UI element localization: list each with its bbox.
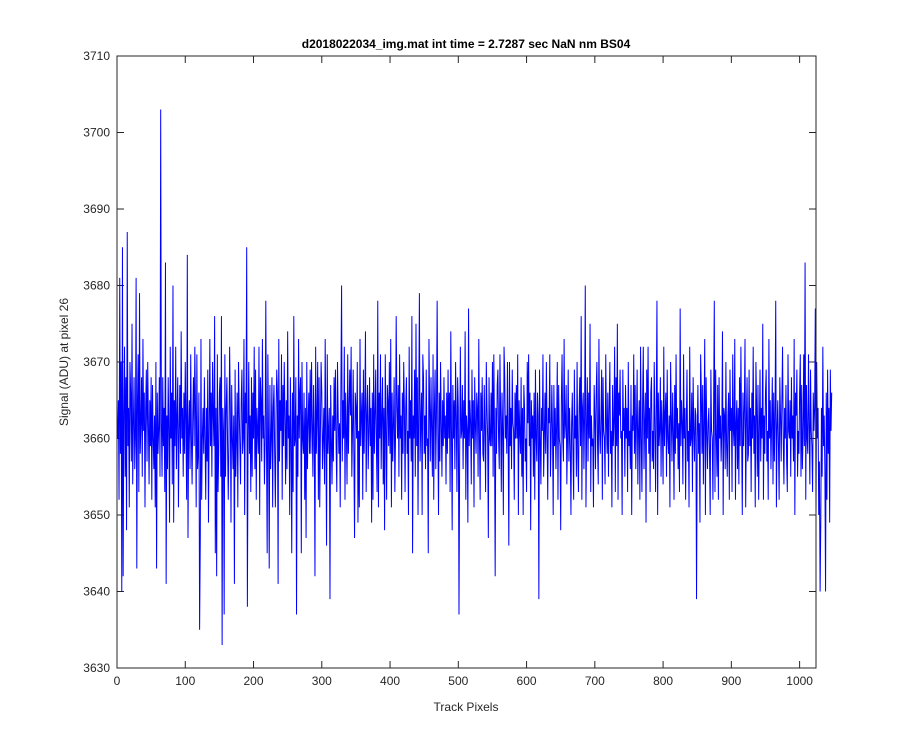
plot-area [117, 56, 816, 668]
x-axis-label: Track Pixels [434, 700, 499, 714]
x-tick-label: 900 [721, 674, 741, 688]
signal-series-line [117, 109, 833, 646]
x-tick-label: 300 [312, 674, 332, 688]
y-tick-label: 3690 [83, 202, 110, 216]
x-tick-label: 800 [653, 674, 673, 688]
x-tick-label: 700 [585, 674, 605, 688]
chart-title: d2018022034_img.mat int time = 2.7287 se… [302, 37, 631, 51]
x-tick-label: 1000 [786, 674, 813, 688]
axes-box [116, 55, 817, 669]
x-tick-label: 0 [114, 674, 121, 688]
y-axis-ticks: 3630 3640 3650 3660 3670 3680 3690 3700 3710 [83, 49, 816, 675]
y-tick-label: 3700 [83, 126, 110, 140]
y-tick-label: 3640 [83, 585, 110, 599]
x-tick-label: 600 [517, 674, 537, 688]
x-tick-label: 200 [244, 674, 264, 688]
y-axis-label: Signal (ADU) at pixel 26 [57, 298, 71, 426]
x-tick-label: 500 [448, 674, 468, 688]
y-tick-label: 3650 [83, 508, 110, 522]
x-tick-label: 400 [380, 674, 400, 688]
y-tick-label: 3630 [83, 661, 110, 675]
y-tick-label: 3660 [83, 432, 110, 446]
x-axis-ticks: 0 100 200 300 400 500 600 700 800 900 1000 [114, 56, 813, 688]
x-tick-label: 100 [175, 674, 195, 688]
y-tick-label: 3710 [83, 49, 110, 63]
y-tick-label: 3670 [83, 355, 110, 369]
y-tick-label: 3680 [83, 279, 110, 293]
